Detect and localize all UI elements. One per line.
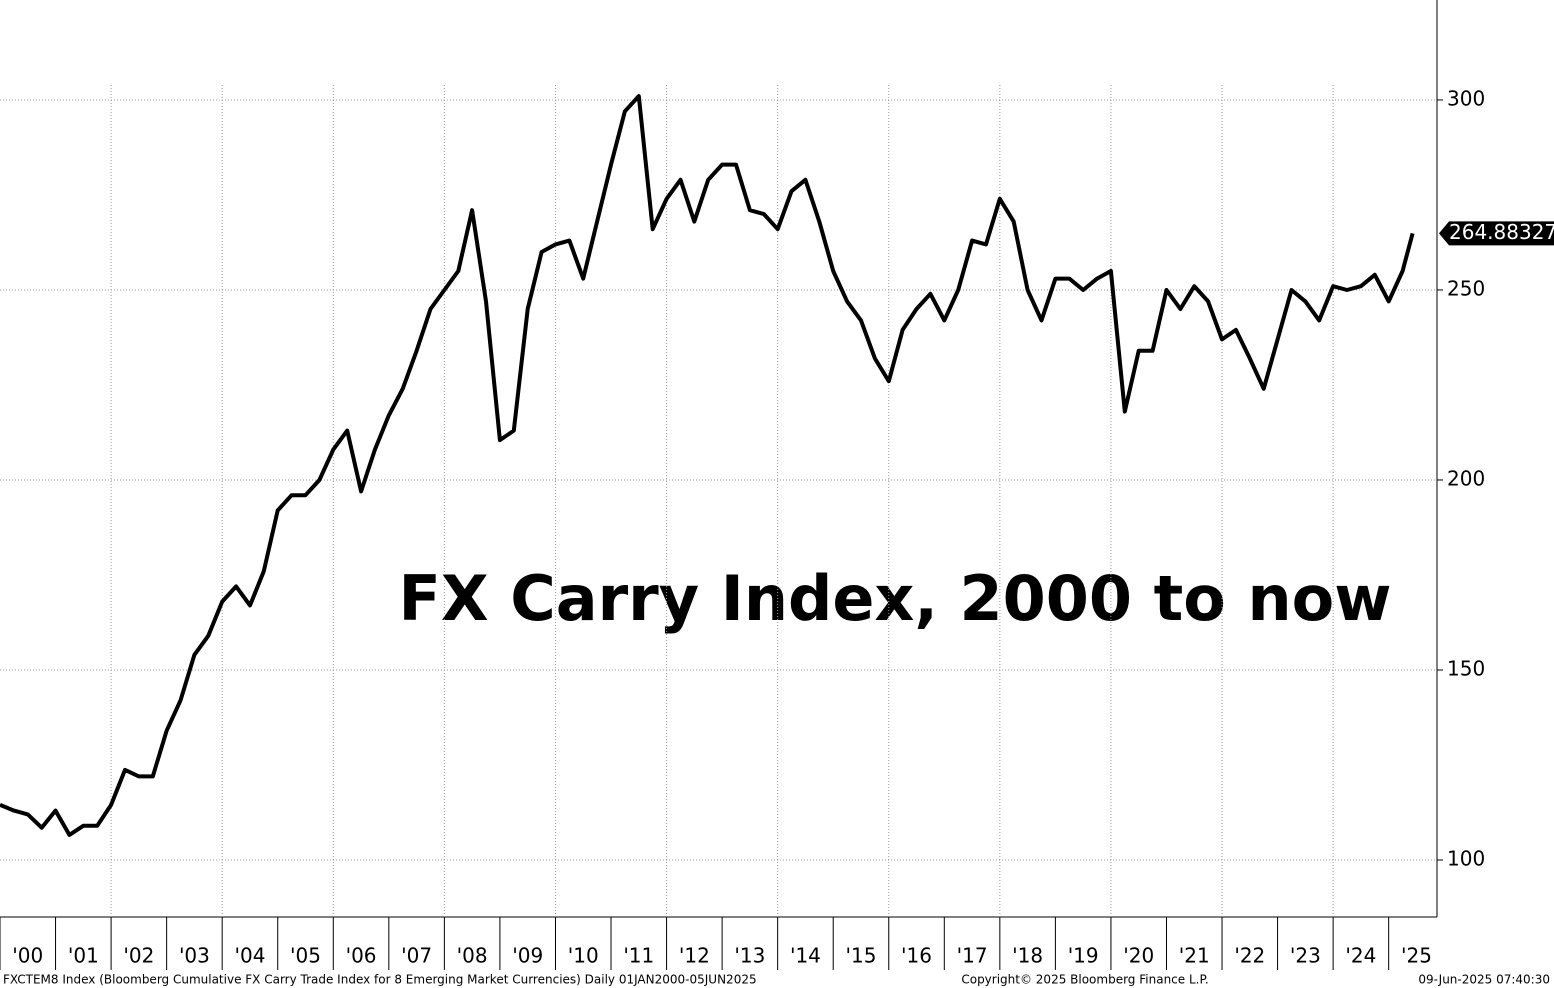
- x-tick-label: '05: [290, 944, 321, 968]
- y-tick-label: 250: [1447, 276, 1485, 300]
- timestamp: 09-Jun-2025 07:40:30: [1418, 973, 1550, 987]
- annotation: FX Carry Index, 2000 to now: [399, 562, 1392, 635]
- x-tick-label: '02: [123, 944, 154, 968]
- x-tick-label: '19: [1068, 944, 1099, 968]
- copyright: Copyright© 2025 Bloomberg Finance L.P.: [961, 973, 1208, 987]
- x-tick-label: '03: [179, 944, 210, 968]
- series-line: [0, 94, 1415, 837]
- x-tick-label: '12: [679, 944, 710, 968]
- x-tick-label: '04: [234, 944, 265, 968]
- x-tick-label: '25: [1401, 944, 1432, 968]
- y-tick-label: 150: [1447, 656, 1485, 680]
- x-tick-label: '16: [901, 944, 932, 968]
- x-tick-label: '17: [957, 944, 988, 968]
- x-tick-label: '14: [790, 944, 821, 968]
- x-tick-label: '06: [346, 944, 377, 968]
- x-tick-label: '11: [623, 944, 654, 968]
- x-tick-label: '09: [512, 944, 543, 968]
- x-tick-label: '10: [568, 944, 599, 968]
- x-tick-label: '24: [1345, 944, 1376, 968]
- x-tick-label: '18: [1012, 944, 1043, 968]
- y-tick-label: 300: [1447, 86, 1485, 110]
- last-value-label: 264.88327: [1449, 220, 1554, 244]
- x-tick-label: '08: [457, 944, 488, 968]
- x-tick-label: '22: [1234, 944, 1265, 968]
- source-note: FXCTEM8 Index (Bloomberg Cumulative FX C…: [3, 973, 757, 987]
- x-tick-label: '00: [12, 944, 43, 968]
- x-tick-label: '21: [1179, 944, 1210, 968]
- x-tick-label: '07: [401, 944, 432, 968]
- y-tick-label: 200: [1447, 466, 1485, 490]
- x-tick-label: '15: [846, 944, 877, 968]
- x-tick-label: '01: [68, 944, 99, 968]
- x-tick-label: '20: [1123, 944, 1154, 968]
- last-value-box: [1439, 221, 1554, 246]
- y-tick-label: 100: [1447, 846, 1485, 870]
- x-tick-label: '23: [1290, 944, 1321, 968]
- x-tick-label: '13: [734, 944, 765, 968]
